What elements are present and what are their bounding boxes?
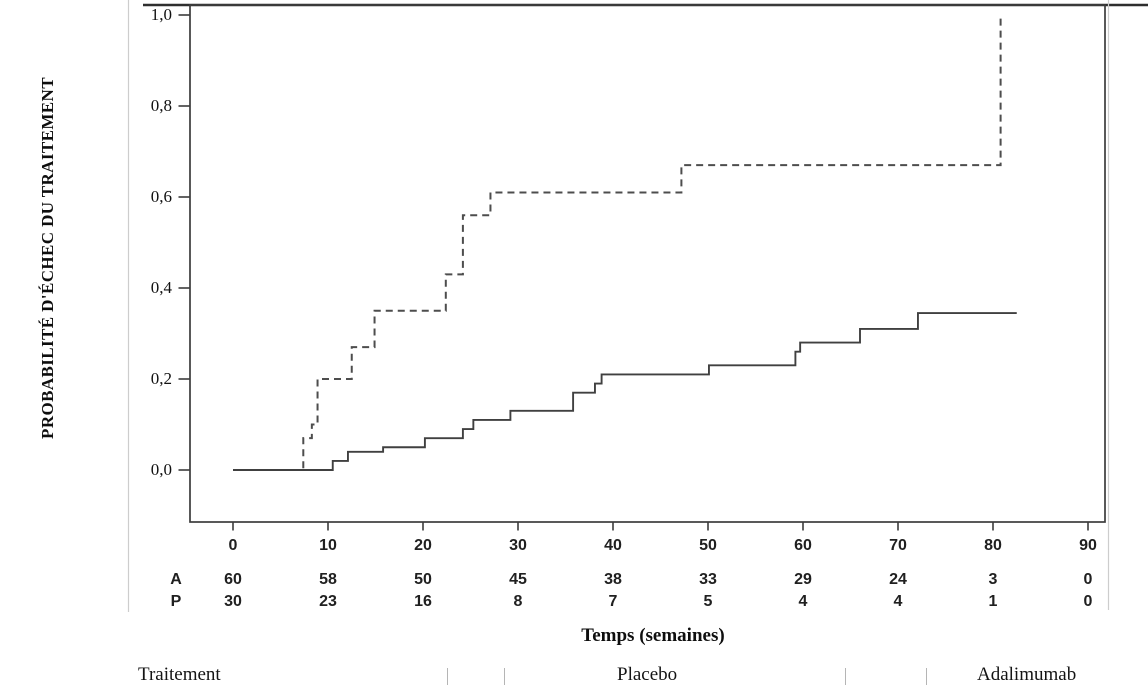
risk-count: 3 xyxy=(988,571,998,588)
x-tick-label: 0 xyxy=(228,537,238,554)
x-tick-label: 70 xyxy=(889,537,907,554)
risk-count: 58 xyxy=(319,571,337,588)
x-tick-label: 10 xyxy=(319,537,337,554)
risk-count: 0 xyxy=(1083,593,1093,610)
risk-count: 4 xyxy=(893,593,903,610)
y-tick-label: 1,0 xyxy=(150,5,172,24)
series-adalimumab-curve xyxy=(233,312,1017,471)
y-tick-label: 0,6 xyxy=(150,187,172,206)
x-tick-label: 20 xyxy=(414,537,432,554)
risk-count: 5 xyxy=(703,593,713,610)
risk-row-label: A xyxy=(170,571,182,588)
x-tick-label: 60 xyxy=(794,537,812,554)
risk-count: 33 xyxy=(699,571,717,588)
x-tick-label: 30 xyxy=(509,537,527,554)
risk-count: 38 xyxy=(604,571,622,588)
y-tick-label: 0,0 xyxy=(150,460,172,479)
risk-count: 7 xyxy=(608,593,618,610)
risk-count: 1 xyxy=(988,593,998,610)
x-tick-label: 50 xyxy=(699,537,717,554)
y-axis-title: PROBABILITÉ D'ÉCHEC DU TRAITEMENT xyxy=(38,77,57,439)
risk-count: 45 xyxy=(509,571,527,588)
plot-frame xyxy=(189,4,1106,523)
risk-count: 29 xyxy=(794,571,812,588)
risk-count: 50 xyxy=(414,571,432,588)
legend-entry-adalimumab: Adalimumab xyxy=(977,664,1077,685)
legend-title: Traitement xyxy=(138,664,221,685)
legend-entry-placebo: Placebo xyxy=(617,664,678,685)
adalimumab-solid-line-sample xyxy=(845,668,927,685)
risk-count: 30 xyxy=(224,593,242,610)
y-tick-label: 0,4 xyxy=(150,278,172,297)
risk-count: 8 xyxy=(513,593,523,610)
x-axis-title: Temps (semaines) xyxy=(581,625,725,646)
series-placebo-curve xyxy=(233,15,1002,471)
risk-row-label: P xyxy=(170,593,182,610)
x-tick-label: 40 xyxy=(604,537,622,554)
risk-count: 60 xyxy=(224,571,242,588)
y-tick-label: 0,8 xyxy=(150,96,172,115)
risk-count: 0 xyxy=(1083,571,1093,588)
risk-count: 16 xyxy=(414,593,432,610)
risk-count: 4 xyxy=(798,593,808,610)
risk-count: 24 xyxy=(889,571,907,588)
y-tick-label: 0,2 xyxy=(150,369,172,388)
x-tick-label: 80 xyxy=(984,537,1002,554)
placebo-dashed-line-sample xyxy=(447,668,505,685)
risk-count: 23 xyxy=(319,593,337,610)
x-tick-label: 90 xyxy=(1079,537,1097,554)
